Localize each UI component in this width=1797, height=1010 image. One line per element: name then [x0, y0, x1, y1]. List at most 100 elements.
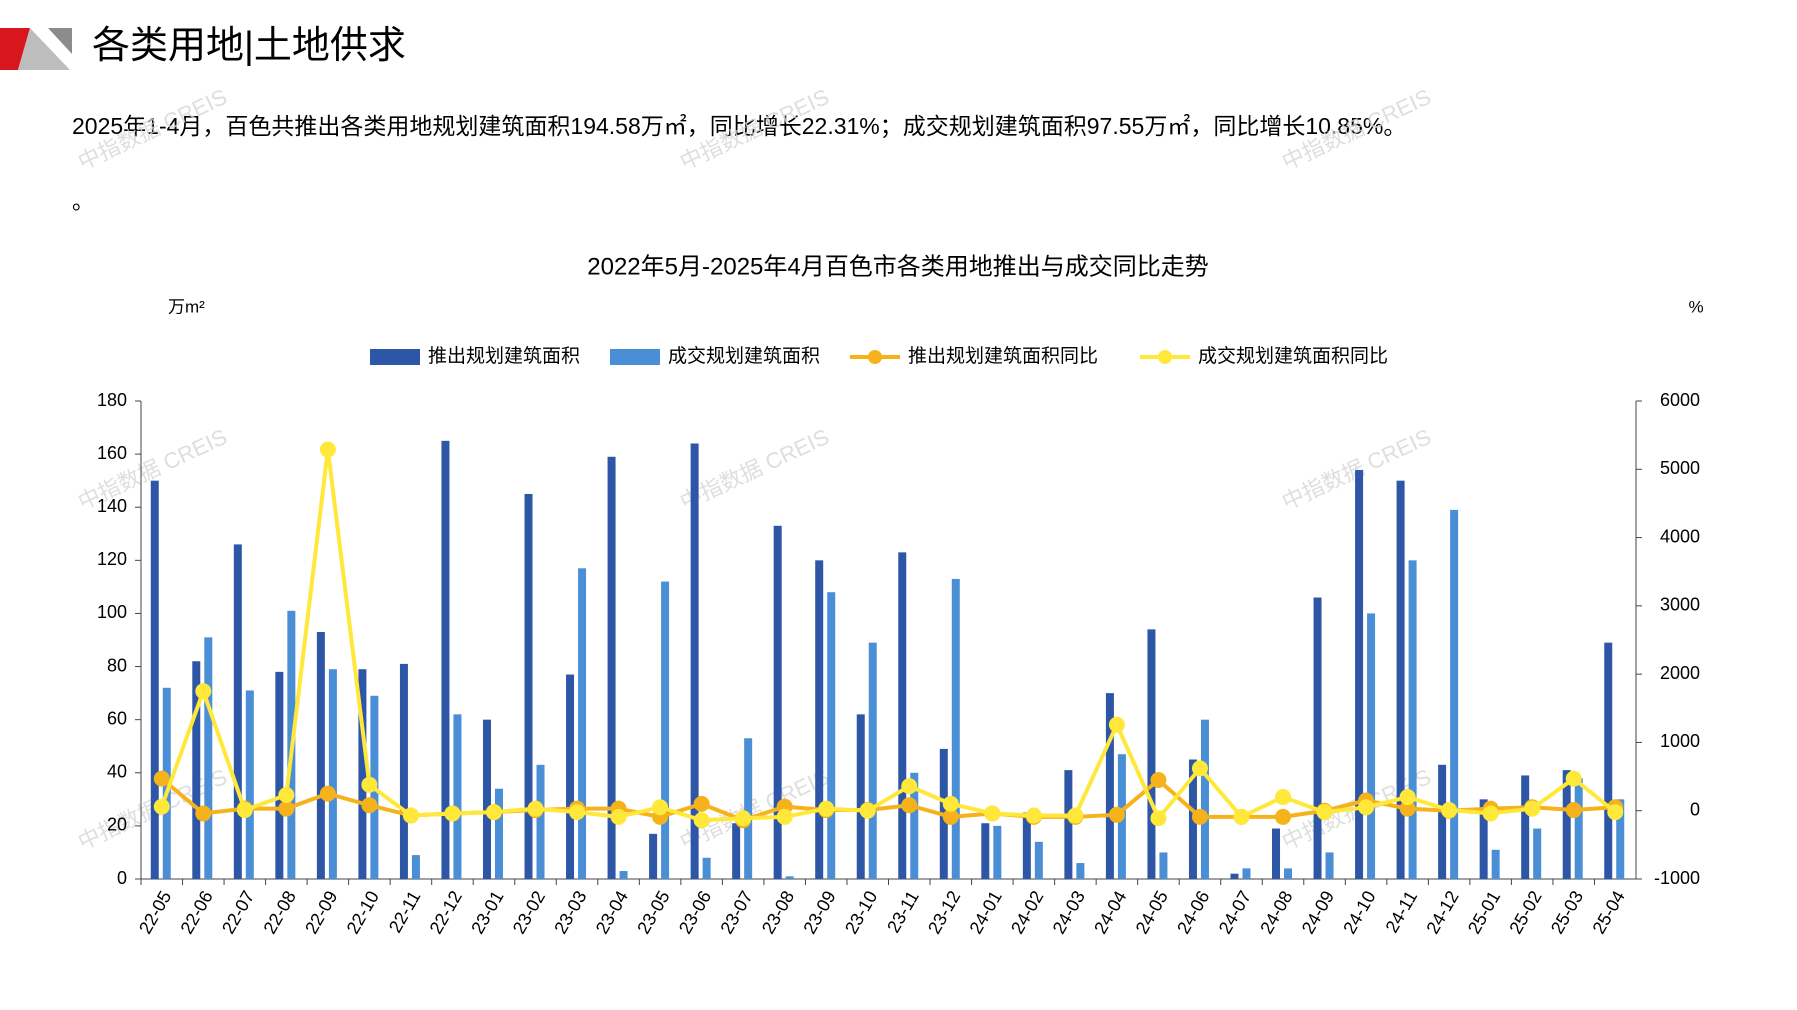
line-marker	[1482, 805, 1499, 822]
line-marker	[1150, 810, 1167, 827]
bar	[453, 714, 462, 879]
bar	[578, 568, 587, 879]
legend-swatch	[370, 349, 420, 365]
bar	[1438, 764, 1447, 879]
x-tick-label: 22-11	[385, 887, 425, 936]
bar	[411, 855, 420, 879]
line-marker	[1025, 807, 1042, 824]
bar	[1616, 799, 1625, 879]
bar	[1562, 770, 1571, 879]
bar	[1521, 775, 1530, 879]
bar	[1355, 470, 1364, 879]
bar	[1022, 812, 1031, 879]
y-tick-label: 140	[97, 496, 127, 516]
bar	[328, 669, 337, 879]
line-marker	[1565, 770, 1582, 787]
bar	[1105, 693, 1114, 879]
x-tick-label: 24-04	[1090, 887, 1130, 937]
line-marker	[1441, 802, 1458, 819]
bar	[1491, 849, 1500, 879]
y2-tick-label: 1000	[1660, 731, 1700, 751]
logo	[0, 28, 72, 70]
line-marker	[1275, 789, 1292, 806]
line-marker	[984, 805, 1001, 822]
line-marker	[527, 800, 544, 817]
line-marker	[153, 798, 170, 815]
line-marker	[1399, 800, 1416, 817]
x-tick-label: 23-10	[841, 887, 881, 937]
line-marker	[361, 776, 378, 793]
bar	[856, 714, 865, 879]
legend-label: 推出规划建筑面积同比	[908, 345, 1098, 367]
bar	[566, 674, 575, 879]
line-marker	[569, 804, 586, 821]
y2-tick-label: 0	[1690, 799, 1700, 819]
line-marker	[693, 795, 710, 812]
x-tick-label: 24-11	[1382, 887, 1422, 936]
bar	[1034, 841, 1043, 879]
x-tick-label: 24-01	[966, 887, 1006, 937]
x-tick-label: 24-07	[1215, 887, 1255, 937]
bar	[316, 632, 325, 879]
y2-unit: %	[1688, 297, 1703, 316]
bar	[744, 738, 753, 879]
line-marker	[402, 807, 419, 824]
bar	[898, 552, 907, 879]
bar	[1604, 642, 1613, 879]
bar	[1159, 852, 1168, 879]
y2-tick-label: 4000	[1660, 526, 1700, 546]
y2-tick-label: -1000	[1654, 868, 1700, 888]
line-marker	[1524, 800, 1541, 817]
x-tick-label: 24-06	[1173, 887, 1213, 937]
bar	[815, 560, 824, 879]
line-marker	[610, 808, 627, 825]
bar	[358, 669, 367, 879]
bar	[773, 525, 782, 879]
bar	[399, 663, 408, 879]
bar	[1396, 480, 1405, 879]
x-tick-label: 23-09	[799, 887, 839, 937]
y-tick-label: 20	[107, 815, 127, 835]
y-tick-label: 80	[107, 655, 127, 675]
line-marker	[1358, 799, 1375, 816]
line-marker	[1108, 716, 1125, 733]
bar	[649, 833, 658, 879]
x-tick-label: 23-07	[716, 887, 756, 937]
page-title: 各类用地|土地供求	[92, 25, 406, 67]
line-marker	[1191, 760, 1208, 777]
x-tick-label: 23-08	[758, 887, 798, 937]
x-tick-label: 23-05	[633, 887, 673, 937]
bar	[1574, 778, 1583, 879]
x-tick-label: 23-06	[675, 887, 715, 937]
bar	[441, 440, 450, 879]
bar	[619, 871, 628, 879]
summary-end: 。	[72, 189, 94, 214]
bar	[981, 823, 990, 879]
bar	[1147, 629, 1156, 879]
line-marker	[1399, 789, 1416, 806]
x-tick-label: 24-08	[1256, 887, 1296, 937]
x-tick-label: 25-04	[1588, 887, 1628, 937]
y-tick-label: 0	[117, 868, 127, 888]
bar	[1284, 868, 1293, 879]
line-marker	[1067, 807, 1084, 824]
line-marker	[1191, 808, 1208, 825]
line-marker	[942, 808, 959, 825]
bar	[482, 719, 491, 879]
line-marker	[652, 799, 669, 816]
bar	[494, 788, 503, 879]
legend-label: 成交规划建筑面积	[668, 345, 820, 367]
bar	[702, 857, 711, 879]
line-marker	[1316, 804, 1333, 821]
x-tick-label: 23-01	[467, 887, 507, 937]
bar	[1367, 613, 1376, 879]
line-marker	[818, 800, 835, 817]
x-tick-label: 22-09	[301, 887, 341, 937]
line-marker	[1565, 802, 1582, 819]
bar	[1533, 828, 1542, 879]
x-tick-label: 22-10	[343, 887, 383, 937]
y-tick-label: 40	[107, 762, 127, 782]
bar	[868, 642, 877, 879]
y-unit: 万m²	[168, 297, 205, 316]
